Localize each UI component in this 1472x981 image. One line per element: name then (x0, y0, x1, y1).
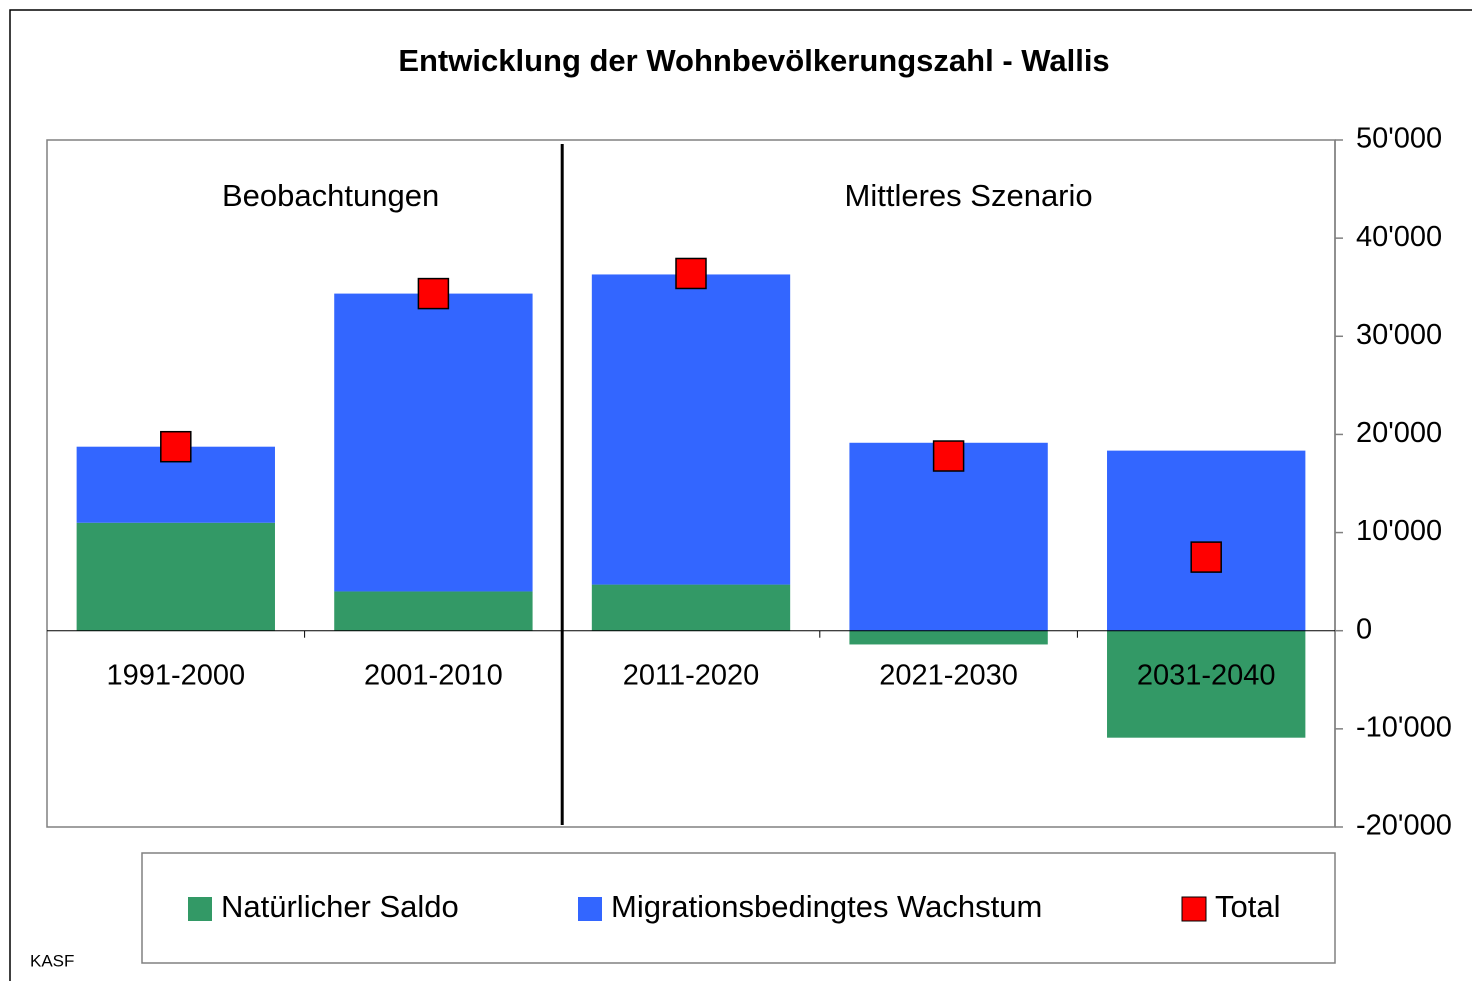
y-tick-label: 20'000 (1356, 417, 1442, 449)
bar (334, 591, 533, 631)
bar (591, 274, 791, 585)
legend-swatch (1181, 896, 1207, 922)
legend-swatch (188, 897, 212, 921)
bar (591, 584, 791, 631)
legend-label: Migrationsbedingtes Wachstum (611, 889, 1042, 924)
y-tick-label: -10'000 (1356, 712, 1452, 744)
y-tick-label: 30'000 (1356, 319, 1442, 351)
x-tick-label: 2011-2020 (623, 659, 760, 691)
x-tick-label: 2021-2030 (879, 659, 1018, 691)
chart-title: Entwicklung der Wohnbevölkerungszahl - W… (398, 43, 1109, 78)
y-tick-label: 10'000 (1356, 515, 1442, 547)
y-tick-label: 50'000 (1356, 123, 1442, 155)
bar (849, 630, 1048, 645)
bar (1107, 630, 1306, 738)
legend-swatch (578, 897, 602, 921)
y-tick-label: 0 (1356, 613, 1372, 645)
bar (334, 293, 533, 592)
bar (76, 522, 275, 631)
y-tick-label: 40'000 (1356, 221, 1442, 253)
y-tick-label: -20'000 (1356, 810, 1452, 842)
x-tick-label: 1991-2000 (106, 659, 245, 691)
x-tick-label: 2001-2010 (364, 659, 503, 691)
total-marker (675, 257, 707, 290)
total-marker (932, 440, 965, 472)
annotation: Mittleres Szenario (845, 178, 1093, 213)
legend-label: Natürlicher Saldo (221, 889, 459, 924)
annotation: Beobachtungen (222, 178, 439, 213)
total-marker (417, 277, 450, 310)
legend-label: Total (1215, 889, 1280, 924)
bar (849, 442, 1048, 631)
total-marker (1190, 541, 1222, 573)
bar (1107, 450, 1306, 631)
x-tick-label: 2031-2040 (1137, 659, 1276, 691)
legend-box (141, 852, 1336, 964)
source-note: KASF (30, 951, 74, 970)
total-marker (160, 430, 192, 463)
